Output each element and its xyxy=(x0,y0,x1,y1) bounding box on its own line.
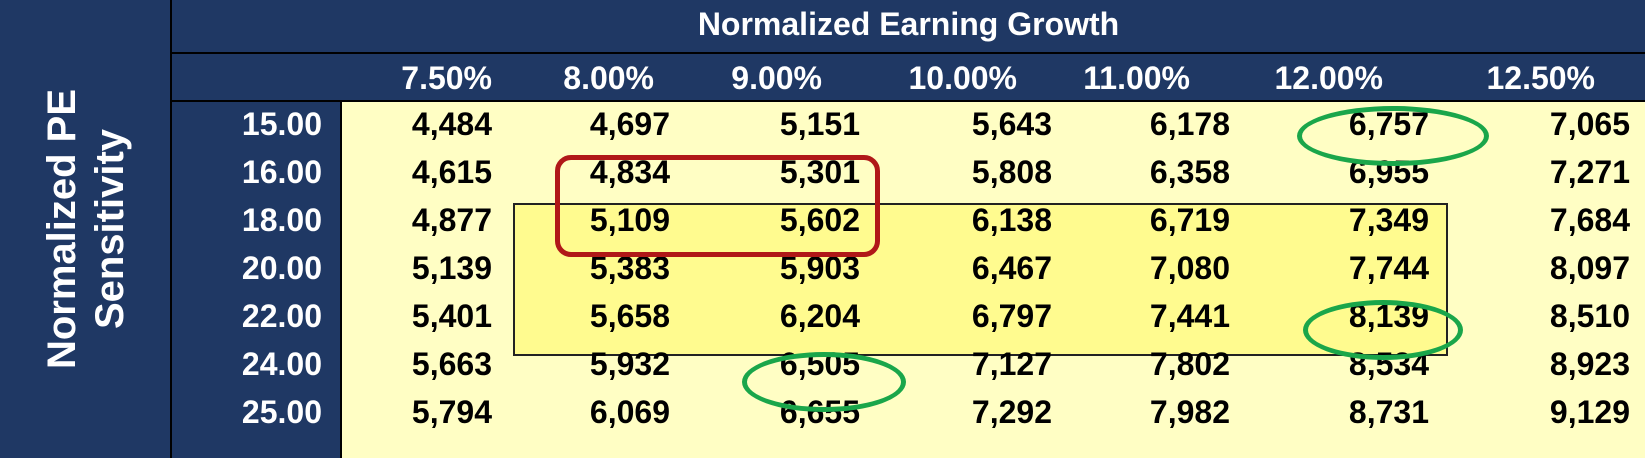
green-ellipse-annotation xyxy=(742,352,906,412)
green-ellipse-annotation xyxy=(1297,106,1489,166)
table-cell: 6,797 xyxy=(971,298,1052,334)
table-cell: 7,127 xyxy=(971,346,1052,382)
table-cell: 5,602 xyxy=(779,202,860,238)
column-header: 10.00% xyxy=(908,60,1017,96)
row-header: 20.00 xyxy=(241,250,322,286)
table-cell: 5,932 xyxy=(589,346,670,382)
row-axis-title: Normalized PE Sensitivity xyxy=(38,19,134,439)
table-cell: 5,301 xyxy=(779,154,860,190)
column-header: 7.50% xyxy=(401,60,492,96)
table-cell: 5,808 xyxy=(971,154,1052,190)
table-cell: 4,834 xyxy=(589,154,670,190)
column-axis-title: Normalized Earning Growth xyxy=(697,6,1120,42)
table-cell: 5,794 xyxy=(411,394,492,430)
table-cell: 4,484 xyxy=(411,106,492,142)
column-header-row: 7.50% 8.00% 9.00% 10.00% 11.00% 12.00% 1… xyxy=(172,54,1645,102)
table-cell: 7,292 xyxy=(971,394,1052,430)
column-header: 9.00% xyxy=(731,60,822,96)
table-cell: 4,615 xyxy=(411,154,492,190)
table-cell: 7,065 xyxy=(1549,106,1630,142)
table-cell: 6,069 xyxy=(589,394,670,430)
table-cell: 8,923 xyxy=(1549,346,1630,382)
row-header: 24.00 xyxy=(241,346,322,382)
table-cell: 8,510 xyxy=(1549,298,1630,334)
row-axis-panel: Normalized PE Sensitivity xyxy=(0,0,172,458)
column-axis-header: Normalized Earning Growth xyxy=(172,0,1645,54)
table-cell: 5,663 xyxy=(411,346,492,382)
table-cell: 5,401 xyxy=(411,298,492,334)
table-cell: 6,138 xyxy=(971,202,1052,238)
row-header: 25.00 xyxy=(241,394,322,430)
table-cell: 5,643 xyxy=(971,106,1052,142)
table-cell: 7,982 xyxy=(1149,394,1230,430)
row-header: 15.00 xyxy=(241,106,322,142)
table-cell: 5,658 xyxy=(589,298,670,334)
table-cell: 5,109 xyxy=(589,202,670,238)
table-cell: 6,719 xyxy=(1149,202,1230,238)
table-cell: 9,129 xyxy=(1549,394,1630,430)
table-cell: 7,684 xyxy=(1549,202,1630,238)
highlighted-range xyxy=(513,203,1448,356)
table-cell: 5,139 xyxy=(411,250,492,286)
table-cell: 5,151 xyxy=(779,106,860,142)
table-cell: 6,467 xyxy=(971,250,1052,286)
table-cell: 6,358 xyxy=(1149,154,1230,190)
column-header: 12.00% xyxy=(1274,60,1383,96)
row-header: 16.00 xyxy=(241,154,322,190)
column-header: 8.00% xyxy=(563,60,654,96)
column-header: 11.00% xyxy=(1083,60,1190,96)
table-cell: 6,178 xyxy=(1149,106,1230,142)
table-cell: 7,802 xyxy=(1149,346,1230,382)
row-axis-title-line-2: Sensitivity xyxy=(88,128,132,330)
row-axis-title-line-1: Normalized PE xyxy=(40,88,84,370)
row-header: 18.00 xyxy=(241,202,322,238)
table-cell: 8,731 xyxy=(1348,394,1429,430)
green-ellipse-annotation xyxy=(1303,300,1463,360)
table-cell: 4,697 xyxy=(589,106,670,142)
table-cell: 7,744 xyxy=(1348,250,1429,286)
row-header: 22.00 xyxy=(241,298,322,334)
table-cell: 7,349 xyxy=(1348,202,1429,238)
red-rectangle-annotation xyxy=(555,155,880,257)
table-cell: 6,204 xyxy=(779,298,860,334)
table-cell: 4,877 xyxy=(411,202,492,238)
table-cell: 8,097 xyxy=(1549,250,1630,286)
table-cell: 7,080 xyxy=(1149,250,1230,286)
table-cell: 7,441 xyxy=(1149,298,1230,334)
column-header: 12.50% xyxy=(1486,60,1595,96)
row-header-column: 15.00 16.00 18.00 20.00 22.00 24.00 25.0… xyxy=(172,102,342,458)
table-cell: 7,271 xyxy=(1549,154,1630,190)
